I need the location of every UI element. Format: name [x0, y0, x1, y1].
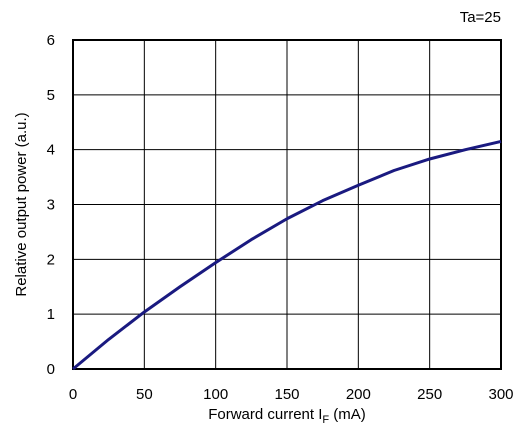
- annotation-ta: Ta=25: [460, 9, 501, 26]
- x-tick-label-2: 100: [203, 386, 228, 403]
- x-tick-label-3: 150: [274, 386, 299, 403]
- x-axis-label-unit: (mA): [329, 406, 366, 423]
- x-tick-label-6: 300: [488, 386, 513, 403]
- x-tick-label-1: 50: [136, 386, 153, 403]
- y-tick-labels: 0 1 2 3 4 5 6: [47, 32, 55, 378]
- x-tick-label-0: 0: [69, 386, 77, 403]
- series-line: [72, 139, 502, 371]
- y-tick-label-2: 2: [47, 251, 55, 268]
- x-axis-label-main: Forward current I: [208, 406, 322, 423]
- y-tick-label-4: 4: [47, 142, 55, 159]
- x-axis-label-subscript: F: [322, 414, 329, 426]
- y-tick-label-3: 3: [47, 197, 55, 214]
- y-tick-label-0: 0: [47, 361, 55, 378]
- plot-frame: [72, 39, 502, 370]
- x-tick-label-4: 200: [346, 386, 371, 403]
- y-tick-label-5: 5: [47, 87, 55, 104]
- x-axis-label: Forward current IF (mA): [208, 406, 366, 426]
- x-tick-label-5: 250: [417, 386, 442, 403]
- x-tick-labels: 0 50 100 150 200 250 300: [69, 386, 514, 403]
- grid: [72, 39, 502, 370]
- y-tick-label-6: 6: [47, 32, 55, 49]
- y-tick-label-1: 1: [47, 306, 55, 323]
- y-axis-label: Relative output power (a.u.): [13, 112, 30, 296]
